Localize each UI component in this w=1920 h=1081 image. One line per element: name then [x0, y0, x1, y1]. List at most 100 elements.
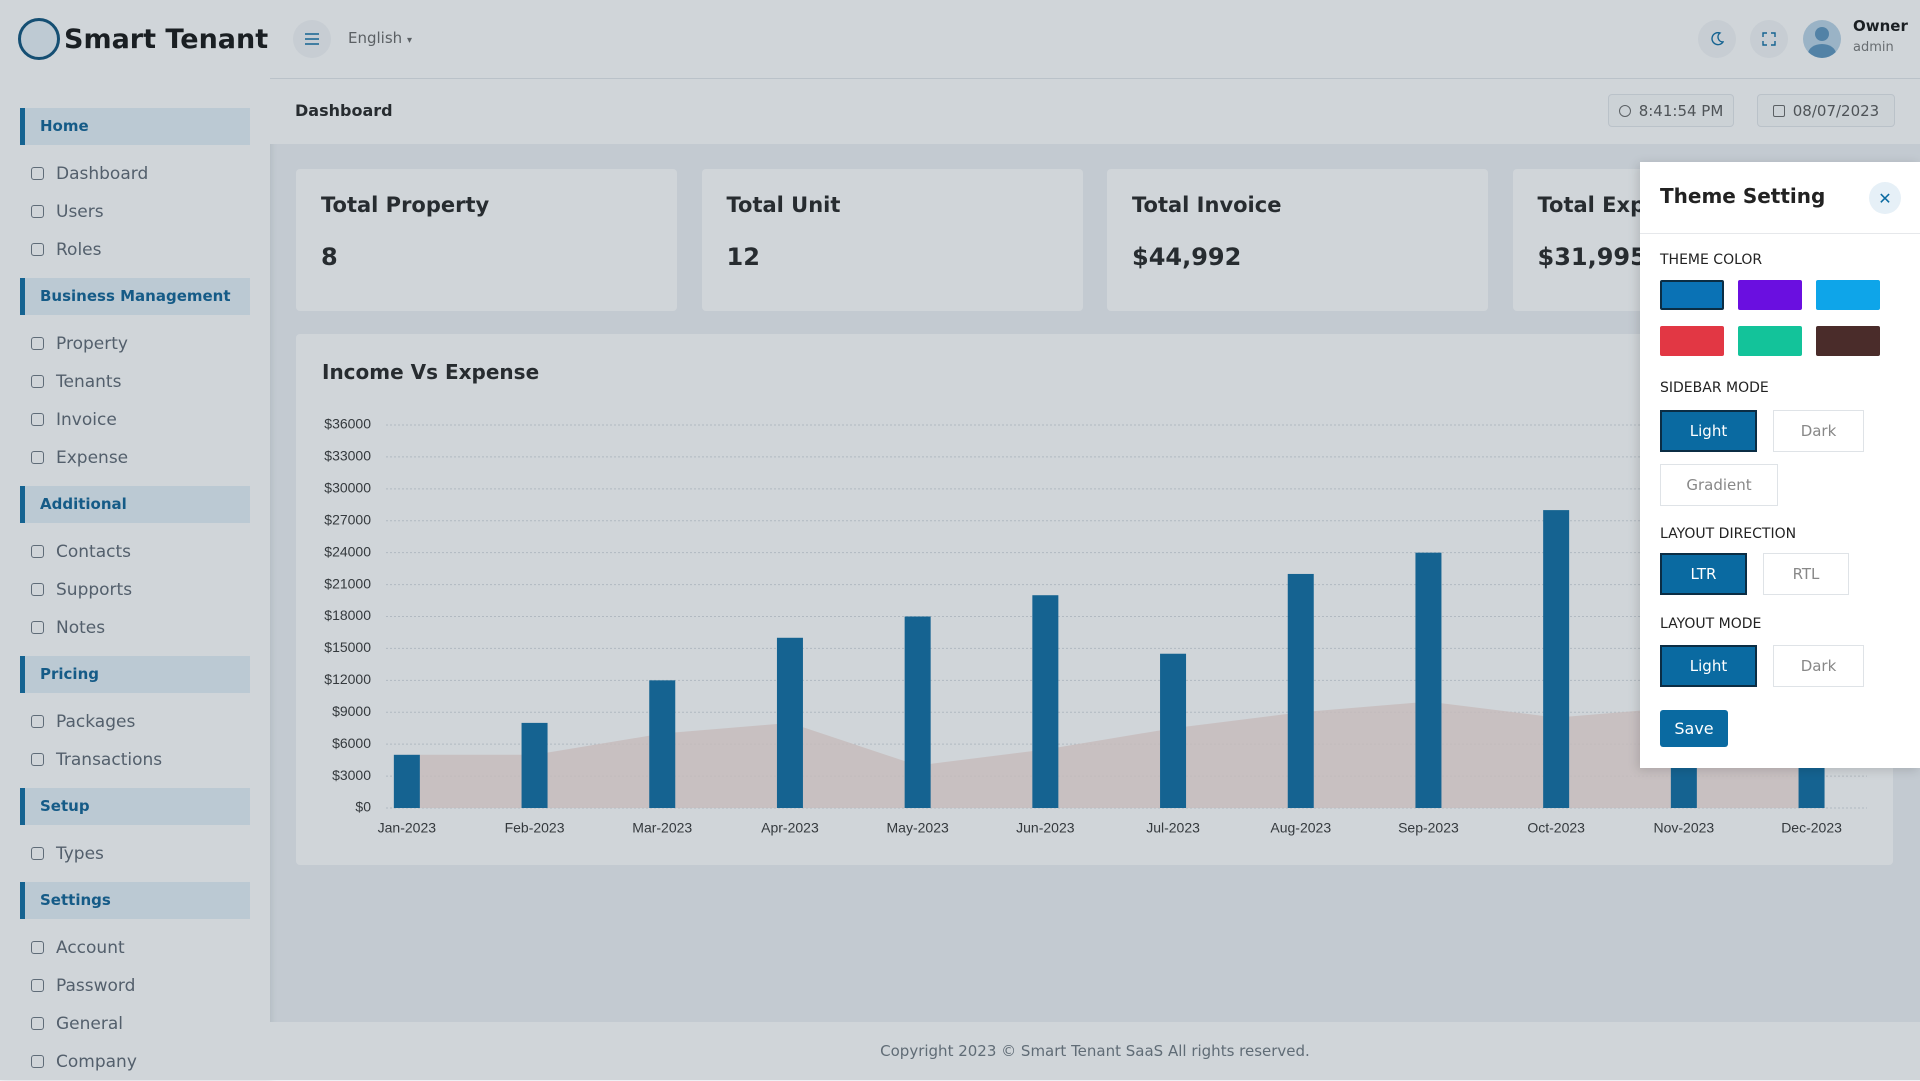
nav-item[interactable]: Contacts — [20, 533, 250, 571]
menu-icon — [305, 33, 319, 45]
color-swatch[interactable] — [1738, 280, 1802, 310]
nav-item[interactable]: Tenants — [20, 363, 250, 401]
nav-label: Expense — [56, 447, 129, 468]
x-tick-label: May-2023 — [887, 820, 949, 836]
bar — [521, 722, 548, 808]
color-swatch[interactable] — [1816, 326, 1880, 356]
bar — [1032, 595, 1059, 808]
nav-item[interactable]: Company — [20, 1043, 250, 1081]
option-button[interactable]: Dark — [1773, 645, 1864, 687]
color-swatch[interactable] — [1660, 326, 1724, 356]
nav-item[interactable]: Transactions — [20, 741, 250, 779]
option-button[interactable]: Light — [1660, 410, 1757, 452]
nav-item[interactable]: Users — [20, 193, 250, 231]
nav-section: Business Management — [20, 278, 250, 315]
stat-card: Total Invoice $44,992 — [1107, 169, 1488, 311]
nav-item[interactable]: Property — [20, 325, 250, 363]
sidebar-mode-label: SIDEBAR MODE — [1660, 380, 1769, 396]
nav-item[interactable]: Password — [20, 967, 250, 1005]
y-tick-label: $3000 — [332, 767, 371, 783]
nav-label: Invoice — [56, 409, 117, 430]
y-tick-label: $18000 — [324, 607, 371, 623]
page-title: Dashboard — [295, 101, 393, 120]
nav-item[interactable]: Dashboard — [20, 155, 250, 193]
nav-icon — [31, 941, 44, 954]
nav-item[interactable]: Roles — [20, 231, 250, 269]
bar — [904, 616, 931, 808]
layout-mode-label: LAYOUT MODE — [1660, 616, 1762, 632]
nav-label: Packages — [56, 711, 136, 732]
language-select[interactable]: English ▾ — [348, 29, 412, 47]
nav-item[interactable]: Account — [20, 929, 250, 967]
nav-label: Transactions — [56, 749, 163, 770]
theme-toggle[interactable] — [1698, 20, 1736, 58]
option-button[interactable]: Gradient — [1660, 464, 1778, 506]
nav-label: Tenants — [56, 371, 122, 392]
footer: Copyright 2023 © Smart Tenant SaaS All r… — [270, 1022, 1920, 1080]
y-tick-label: $24000 — [324, 543, 371, 559]
color-swatch[interactable] — [1738, 326, 1802, 356]
expand-icon — [1762, 32, 1776, 46]
nav-item[interactable]: Invoice — [20, 401, 250, 439]
nav: Home Dashboard Users Roles Business Manageme… — [20, 108, 250, 1081]
nav-item[interactable]: Expense — [20, 439, 250, 477]
nav-icon — [31, 1017, 44, 1030]
nav-icon — [31, 413, 44, 426]
color-swatch[interactable] — [1660, 280, 1724, 310]
stat-value: $44,992 — [1132, 243, 1242, 271]
avatar[interactable] — [1803, 20, 1841, 58]
fullscreen-button[interactable] — [1750, 20, 1788, 58]
nav-icon — [31, 621, 44, 634]
brand: Smart Tenant — [64, 24, 269, 55]
y-tick-label: $21000 — [324, 575, 371, 591]
x-tick-label: Jan-2023 — [378, 820, 437, 836]
date-badge: 08/07/2023 — [1757, 94, 1895, 127]
nav-icon — [31, 545, 44, 558]
layout-direction-label: LAYOUT DIRECTION — [1660, 526, 1797, 542]
nav-icon — [31, 205, 44, 218]
option-button[interactable]: Light — [1660, 645, 1757, 687]
y-tick-label: $27000 — [324, 511, 371, 527]
nav-label: Roles — [56, 239, 102, 260]
user-name: Owner — [1853, 17, 1908, 35]
menu-button[interactable] — [293, 20, 331, 58]
nav-item[interactable]: General — [20, 1005, 250, 1043]
x-tick-label: Nov-2023 — [1653, 820, 1714, 836]
close-button[interactable]: ✕ — [1869, 182, 1901, 214]
nav-icon — [31, 375, 44, 388]
y-tick-label: $36000 — [324, 416, 371, 432]
topbar: English ▾ Owner admin — [270, 0, 1920, 79]
save-button[interactable]: Save — [1660, 710, 1728, 747]
nav-icon — [31, 167, 44, 180]
nav-label: Supports — [56, 579, 133, 600]
user-role: admin — [1853, 40, 1894, 55]
x-tick-label: Feb-2023 — [505, 820, 565, 836]
color-swatch[interactable] — [1816, 280, 1880, 310]
y-tick-label: $0 — [355, 799, 371, 815]
nav-icon — [31, 979, 44, 992]
chart-title: Income Vs Expense — [322, 360, 540, 384]
time: 8:41:54 PM — [1638, 101, 1724, 120]
option-button[interactable]: LTR — [1660, 553, 1747, 595]
nav-item[interactable]: Notes — [20, 609, 250, 647]
y-tick-label: $15000 — [324, 639, 371, 655]
nav-icon — [31, 451, 44, 464]
nav-section: Additional — [20, 486, 250, 523]
nav-item[interactable]: Types — [20, 835, 250, 873]
divider — [1640, 233, 1920, 234]
nav-label: Password — [56, 975, 136, 996]
nav-item[interactable]: Supports — [20, 571, 250, 609]
option-button[interactable]: RTL — [1763, 553, 1849, 595]
nav-item[interactable]: Packages — [20, 703, 250, 741]
nav-label: Notes — [56, 617, 106, 638]
y-tick-label: $33000 — [324, 448, 371, 464]
option-button[interactable]: Dark — [1773, 410, 1864, 452]
x-tick-label: Dec-2023 — [1781, 820, 1842, 836]
nav-icon — [31, 847, 44, 860]
nav-label: Dashboard — [56, 163, 149, 184]
x-tick-label: Aug-2023 — [1270, 820, 1331, 836]
x-tick-label: Apr-2023 — [761, 820, 819, 836]
